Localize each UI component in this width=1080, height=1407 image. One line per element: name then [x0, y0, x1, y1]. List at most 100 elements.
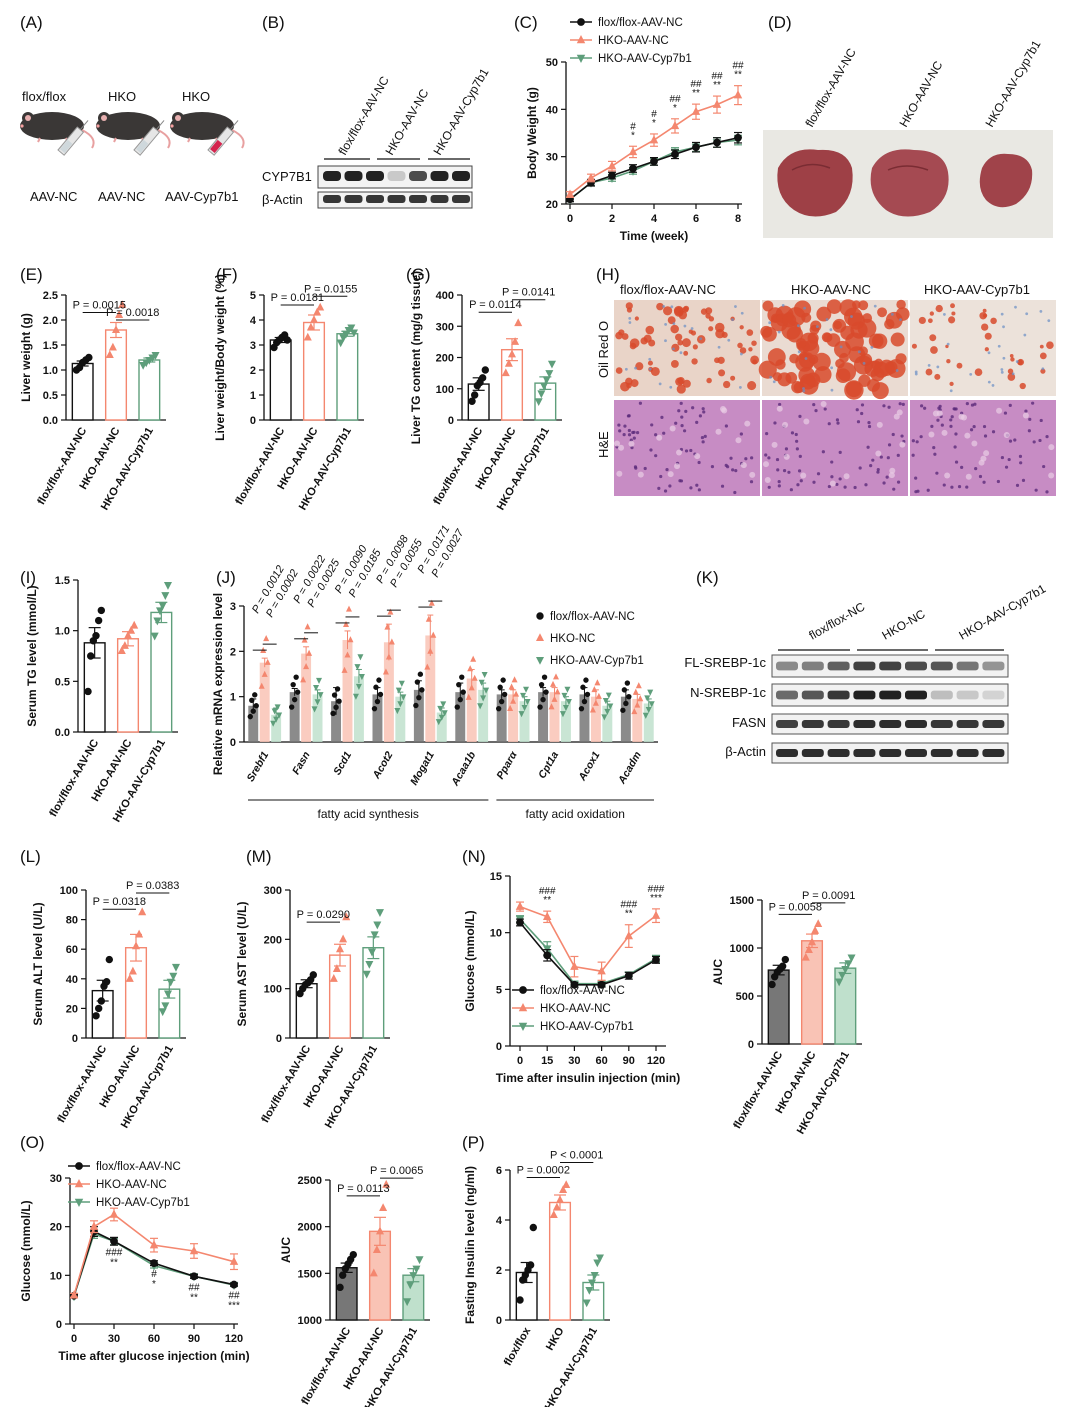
data-point	[671, 150, 679, 159]
lipid-droplet	[835, 358, 845, 369]
he-vacuole	[996, 407, 1003, 414]
data-point	[94, 1004, 103, 1013]
he-vacuole	[740, 462, 747, 469]
nucleus-stain	[768, 321, 772, 325]
data-point	[102, 978, 111, 986]
he-vacuole	[843, 473, 850, 480]
syringe-icon	[133, 120, 165, 156]
data-point	[130, 620, 139, 629]
data-point	[253, 703, 259, 709]
data-point	[300, 676, 307, 683]
data-point	[734, 133, 742, 142]
nucleus-stain	[670, 305, 674, 309]
lipid-droplet	[918, 316, 926, 325]
data-point	[521, 705, 528, 712]
data-point	[591, 686, 598, 693]
star-annotation: **	[190, 1292, 198, 1303]
he-nucleus	[674, 421, 678, 425]
he-nucleus	[930, 424, 934, 428]
data-point	[306, 649, 313, 656]
nucleus-stain	[987, 351, 991, 355]
y-tick-label: 0	[276, 1033, 282, 1045]
injection-2: AAV-NC	[98, 189, 145, 204]
data-point	[515, 901, 525, 910]
lipid-droplet	[805, 372, 821, 388]
lipid-droplet	[706, 377, 712, 384]
blot-band	[387, 171, 406, 181]
lipid-droplet	[615, 331, 623, 340]
data-point	[626, 693, 632, 700]
histology-images	[614, 299, 1056, 496]
bar	[413, 689, 424, 742]
legend-label: HKO-AAV-Cyp7b1	[598, 53, 692, 65]
data-point	[339, 334, 348, 343]
bar	[548, 1201, 572, 1321]
bar	[643, 703, 654, 742]
bar	[336, 333, 359, 421]
bar	[436, 712, 447, 742]
y-tick-label: 50	[546, 57, 558, 69]
data-point	[562, 1180, 571, 1189]
y-tick-label: 2.0	[43, 315, 58, 327]
chart-itt-auc: 050010001500AUCflox/flox-AAV-NCHKO-AAV-N…	[711, 890, 862, 1136]
legend-marker	[535, 656, 545, 665]
lipid-droplet	[1007, 368, 1014, 375]
x-tick-label: 120	[225, 1333, 243, 1345]
data-point	[128, 966, 137, 975]
histology-row-2: H&E	[596, 431, 611, 458]
he-nucleus	[954, 407, 958, 411]
histology-column-1: flox/flox-AAV-NC	[620, 282, 716, 297]
data-point	[585, 1286, 594, 1295]
data-point	[541, 674, 548, 680]
he-vacuole	[669, 425, 676, 432]
he-vacuole	[614, 440, 621, 447]
nucleus-stain	[1025, 312, 1029, 316]
data-point	[545, 370, 554, 378]
he-nucleus	[936, 418, 940, 422]
data-point	[149, 1240, 159, 1249]
he-nucleus	[623, 424, 627, 428]
data-point	[332, 964, 341, 972]
data-point	[601, 714, 608, 721]
he-nucleus	[643, 466, 647, 471]
data-point	[559, 1185, 568, 1194]
blot-b-lane-3: HKO-AAV-Cyp7b1	[430, 66, 491, 158]
he-nucleus	[782, 469, 787, 473]
lipid-droplet	[950, 303, 955, 309]
he-nucleus	[787, 470, 791, 474]
bar	[620, 696, 631, 742]
blot-b-bands	[323, 171, 470, 203]
blot-band	[982, 690, 1005, 700]
he-nucleus	[649, 448, 653, 452]
blot-band	[905, 661, 927, 671]
bar	[579, 694, 590, 742]
data-point	[465, 693, 472, 700]
data-point	[623, 700, 629, 707]
lipid-droplet	[845, 381, 862, 398]
blot-band	[879, 720, 902, 728]
he-nucleus	[1028, 417, 1032, 421]
x-category-label: flox/flox-AAV-NC	[431, 425, 485, 507]
he-nucleus	[827, 422, 831, 426]
y-tick-label: 200	[264, 934, 282, 946]
lipid-droplet	[990, 317, 997, 325]
data-point	[428, 599, 435, 606]
lipid-droplet	[935, 304, 943, 313]
x-category-label: Mogat1	[408, 749, 437, 787]
x-tick-label: 2	[609, 213, 615, 225]
data-point	[313, 307, 322, 316]
he-nucleus	[749, 480, 754, 484]
he-vacuole	[944, 472, 951, 479]
data-point	[316, 677, 323, 684]
he-nucleus	[814, 409, 818, 413]
he-nucleus	[680, 424, 684, 428]
he-nucleus	[626, 414, 631, 418]
he-nucleus	[835, 418, 840, 422]
he-nucleus	[677, 409, 681, 413]
blot-band	[905, 690, 927, 700]
x-category-label: Scd1	[331, 749, 354, 777]
blot-band	[430, 195, 449, 203]
y-tick-label: 15	[490, 871, 502, 883]
x-tick-label: 30	[108, 1333, 120, 1345]
lipid-droplet	[951, 311, 956, 316]
